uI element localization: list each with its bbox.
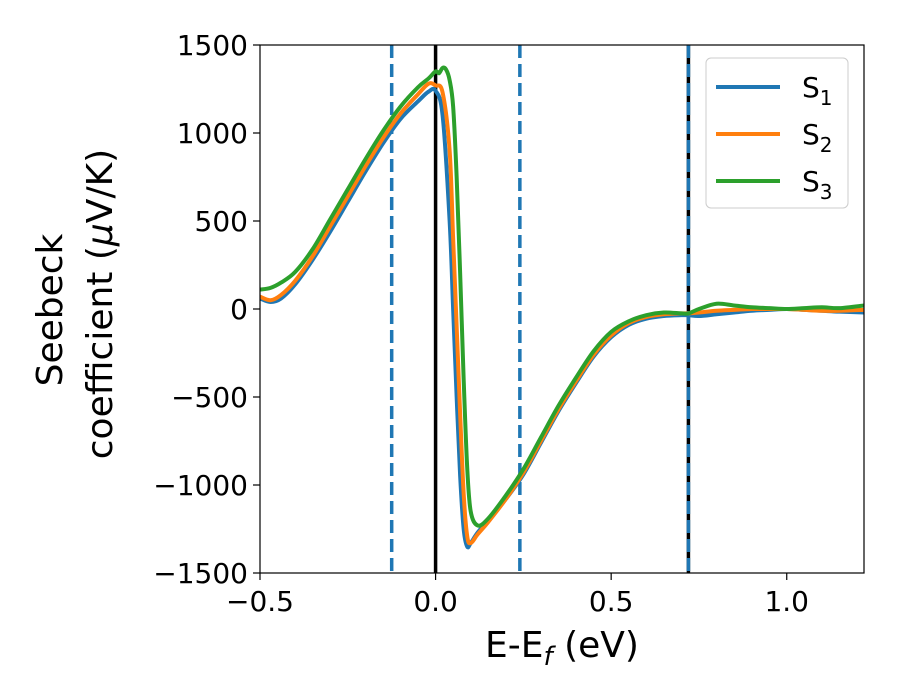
y-tick-label: 500 [195,205,248,238]
axis-ticks: −0.5 0.0 0.5 1.0 −1500 −1000 −500 0 500 1000 1500 [153,29,809,618]
legend: S1 S2 S3 [705,57,849,209]
y-tick-label: 1500 [177,29,248,62]
y-tick-label: −1000 [153,469,248,502]
legend-label-s3: S3 [802,165,833,204]
y-axis-title-line2: coefficient (μV/K) [80,149,121,459]
y-tick-label: 1000 [177,117,248,150]
series-line-s3 [260,65,864,528]
series-line-s2 [260,81,864,546]
legend-label-s1: S1 [802,71,833,110]
y-tick-label: −500 [171,381,248,414]
x-tick-label: −0.5 [226,585,294,618]
y-axis-title-line1: Seebeck [30,233,71,386]
series-lines [260,65,864,550]
legend-label-s2: S2 [802,118,833,157]
x-tick-label: 0.0 [413,585,458,618]
x-tick-label: 0.5 [589,585,634,618]
x-tick-label: 1.0 [764,585,809,618]
y-tick-label: 0 [230,293,248,326]
x-axis-title: E-Ef (eV) [485,625,639,672]
y-tick-label: −1500 [153,557,248,590]
